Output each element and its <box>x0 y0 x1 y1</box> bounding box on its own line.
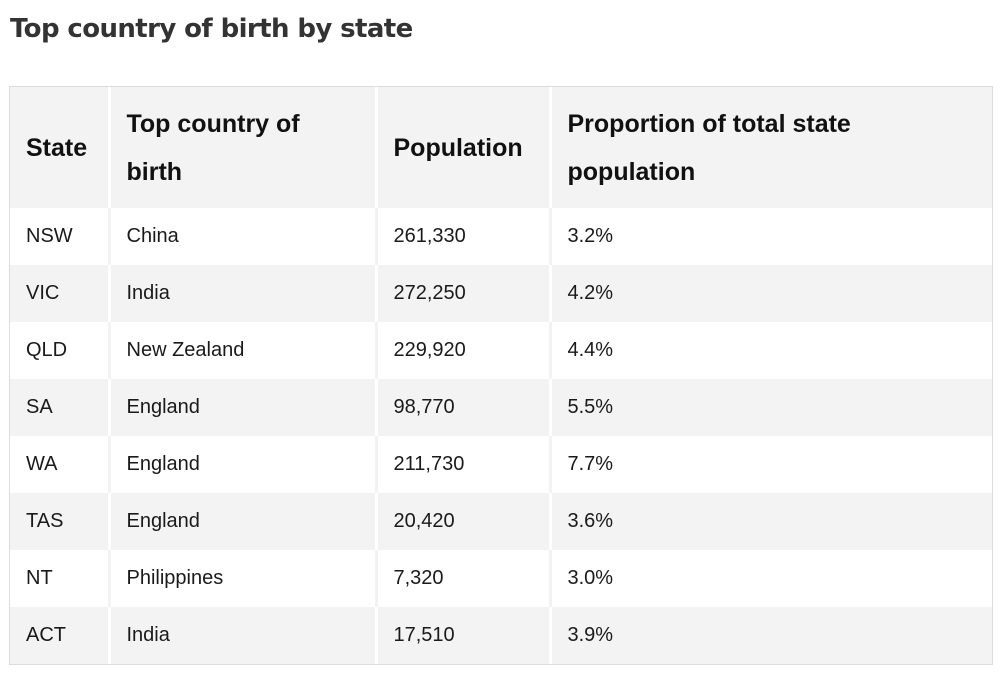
column-header-proportion: Proportion of total state population <box>550 87 992 208</box>
table-row: SA England 98,770 5.5% <box>10 379 992 436</box>
cell-state: NT <box>10 550 111 607</box>
table-row: QLD New Zealand 229,920 4.4% <box>10 322 992 379</box>
table-header: State Top country of birth Population Pr… <box>10 87 992 208</box>
table-row: NT Philippines 7,320 3.0% <box>10 550 992 607</box>
column-header-country: Top country of birth <box>109 87 378 208</box>
cell-population: 261,330 <box>376 208 552 265</box>
cell-proportion: 4.4% <box>550 322 992 379</box>
cell-state: WA <box>10 436 111 493</box>
cell-proportion: 5.5% <box>550 379 992 436</box>
cell-country: China <box>109 208 378 265</box>
cell-population: 272,250 <box>376 265 552 322</box>
cell-proportion: 3.9% <box>550 607 992 664</box>
page-title: Top country of birth by state <box>10 14 413 44</box>
table-row: TAS England 20,420 3.6% <box>10 493 992 550</box>
table-row: ACT India 17,510 3.9% <box>10 607 992 664</box>
cell-population: 98,770 <box>376 379 552 436</box>
cell-state: TAS <box>10 493 111 550</box>
cell-state: SA <box>10 379 111 436</box>
cell-population: 20,420 <box>376 493 552 550</box>
cell-proportion: 4.2% <box>550 265 992 322</box>
column-header-population: Population <box>376 87 552 208</box>
cell-proportion: 7.7% <box>550 436 992 493</box>
cell-state: QLD <box>10 322 111 379</box>
cell-country: England <box>109 436 378 493</box>
cell-country: England <box>109 379 378 436</box>
cell-country: India <box>109 265 378 322</box>
cell-country: India <box>109 607 378 664</box>
cell-country: New Zealand <box>109 322 378 379</box>
table-row: NSW China 261,330 3.2% <box>10 208 992 265</box>
cell-state: VIC <box>10 265 111 322</box>
header-row: State Top country of birth Population Pr… <box>10 87 992 208</box>
cell-population: 17,510 <box>376 607 552 664</box>
cell-proportion: 3.0% <box>550 550 992 607</box>
cell-country: Philippines <box>109 550 378 607</box>
cell-proportion: 3.6% <box>550 493 992 550</box>
cell-population: 211,730 <box>376 436 552 493</box>
cell-country: England <box>109 493 378 550</box>
cell-proportion: 3.2% <box>550 208 992 265</box>
cell-population: 7,320 <box>376 550 552 607</box>
cell-state: NSW <box>10 208 111 265</box>
cell-population: 229,920 <box>376 322 552 379</box>
country-of-birth-table: State Top country of birth Population Pr… <box>10 87 992 664</box>
table-row: WA England 211,730 7.7% <box>10 436 992 493</box>
table-row: VIC India 272,250 4.2% <box>10 265 992 322</box>
cell-state: ACT <box>10 607 111 664</box>
column-header-state: State <box>10 87 111 208</box>
data-table-container: State Top country of birth Population Pr… <box>9 86 993 665</box>
table-body: NSW China 261,330 3.2% VIC India 272,250… <box>10 208 992 664</box>
